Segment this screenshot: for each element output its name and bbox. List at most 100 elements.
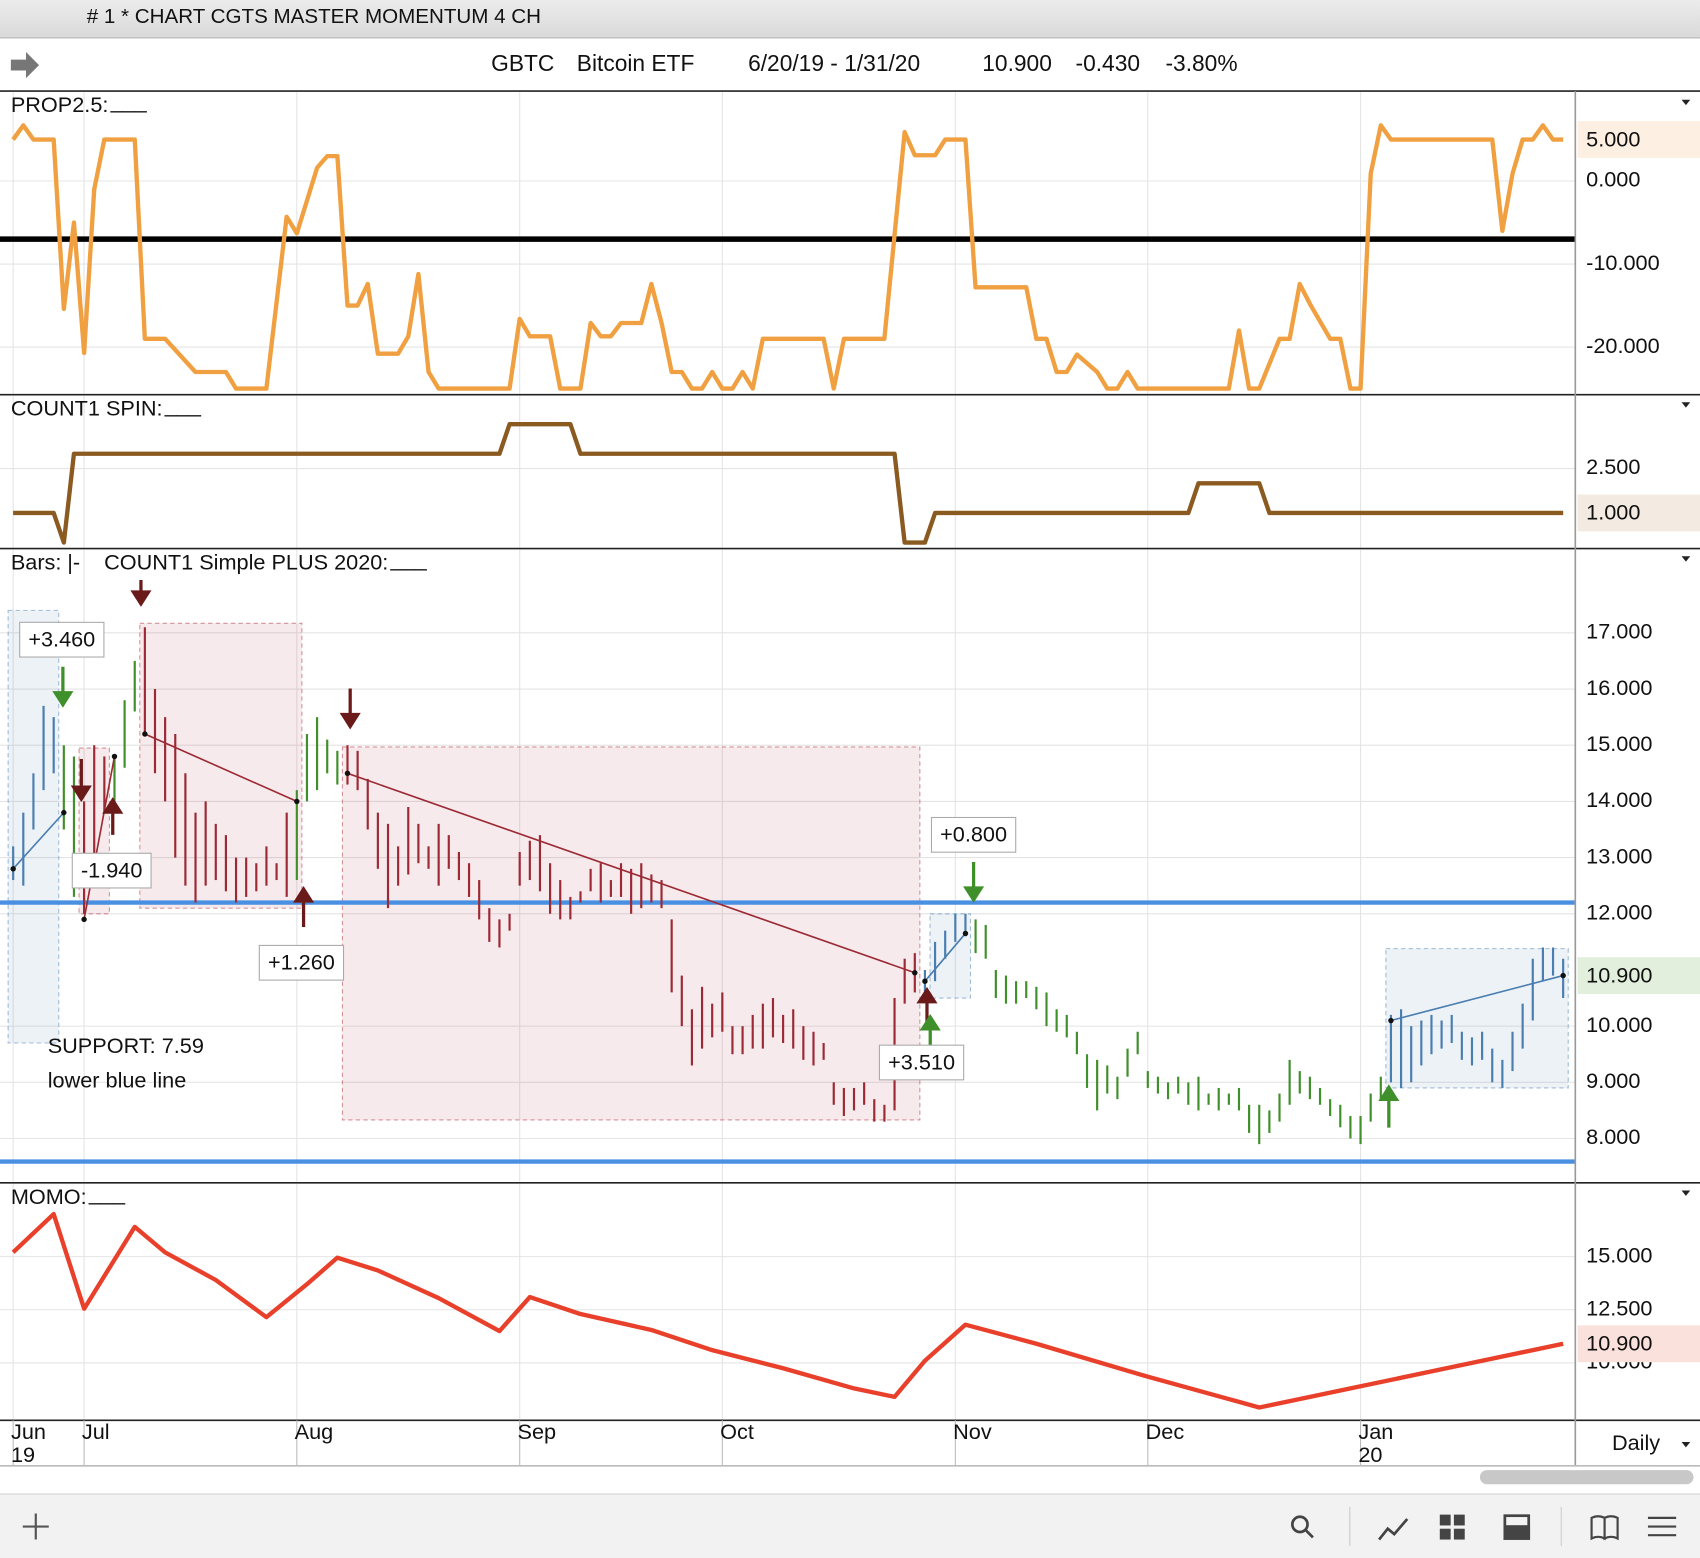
panel-title: PROP2.5:: [11, 92, 109, 117]
last-value-box: [1577, 494, 1700, 532]
signal-box: [1385, 948, 1569, 1089]
trend-point: [922, 978, 928, 984]
callout-box: [19, 621, 105, 658]
trend-point: [111, 753, 118, 760]
signal-arrow: [102, 797, 124, 835]
x-tick-sublabel: 20: [1358, 1442, 1382, 1467]
trend-point: [912, 970, 918, 976]
trend-point: [10, 866, 16, 872]
y-tick-label: 13.000: [1586, 843, 1652, 868]
callout-box: [878, 1044, 965, 1081]
x-tick-label: Jul: [82, 1419, 110, 1444]
trend-point: [1388, 1017, 1394, 1024]
y-tick-label: 8.000: [1586, 1124, 1640, 1149]
trend-point: [344, 770, 351, 777]
last-value-label: 1.000: [1586, 500, 1640, 525]
x-tick-label: Sep: [518, 1419, 557, 1444]
signal-arrow: [130, 580, 152, 607]
last-value-label: 10.900: [1586, 1331, 1652, 1356]
indicator-line: [11, 1211, 1564, 1410]
signal-arrow: [70, 758, 92, 803]
trend-line: [1390, 974, 1564, 1022]
panel-title: MOMO:: [11, 1184, 87, 1209]
y-tick-label: 0.000: [1586, 167, 1640, 192]
callout-label: -1.940: [81, 857, 142, 882]
trend-point: [962, 930, 969, 937]
symbol: GBTC: [491, 50, 554, 76]
indicator-line: [13, 421, 1564, 545]
symbol-name: Bitcoin ETF: [577, 50, 695, 76]
y-tick-label: 17.000: [1586, 619, 1652, 644]
callout-box: [71, 852, 152, 889]
y-tick-label: 15.000: [1586, 1242, 1652, 1267]
y-tick-label: -10.000: [1586, 250, 1660, 275]
y-tick-label: 10.000: [1586, 1012, 1652, 1037]
legend-marker: ___: [88, 1181, 126, 1206]
x-tick-label: Nov: [953, 1419, 992, 1444]
x-tick-label: Oct: [720, 1419, 754, 1444]
panel-menus[interactable]: [1681, 99, 1691, 1448]
trend-line: [144, 733, 298, 803]
y-tick-label: 15.000: [1586, 731, 1652, 756]
trend-line: [83, 756, 116, 920]
study-marker: ___: [390, 546, 428, 571]
x-tick-label: Jun: [11, 1419, 46, 1444]
date-range: 6/20/19 - 1/31/20: [748, 50, 920, 76]
panel-title: COUNT1 SPIN:: [11, 396, 163, 421]
y-tick-label: 9.000: [1586, 1068, 1640, 1093]
panels: 0.000 -10.000 -20.000 PROP2.5: ___ 5.000 2.500…: [0, 89, 1700, 1421]
panel: 0.000 -10.000 -20.000 PROP2.5: ___ 5.000: [0, 89, 1700, 394]
callout-label: +3.510: [888, 1049, 955, 1074]
plot-area: +3.460 -1.940 +1.260 +0.800 +3.510 SUPPORT: 7…: [0, 549, 1576, 1182]
toolbar: [0, 1494, 1700, 1558]
panel: 2.500 COUNT1 SPIN: ___ 1.000: [0, 392, 1700, 548]
y-tick-label: -20.000: [1586, 333, 1660, 358]
x-tick-label: Dec: [1146, 1419, 1185, 1444]
signal-arrow: [52, 666, 74, 708]
y-tick-label: 12.000: [1586, 900, 1652, 925]
scrollbar[interactable]: [1479, 1470, 1694, 1485]
y-tick-label: 2.500: [1586, 454, 1640, 479]
panel: +3.460 -1.940 +1.260 +0.800 +3.510 SUPPORT: 7…: [0, 546, 1700, 1182]
bar-style: |-: [67, 550, 80, 575]
x-tick-label: Jan: [1358, 1419, 1393, 1444]
x-tick-sublabel: 19: [11, 1442, 35, 1467]
plot-area: [0, 1183, 1576, 1421]
plot-area: [0, 92, 1576, 394]
trend-point: [81, 916, 87, 923]
signal-arrow: [1378, 1084, 1400, 1128]
last-value-box: [1577, 121, 1700, 158]
panel-borders: [0, 90, 1700, 1467]
note: SUPPORT: 7.59: [48, 1033, 204, 1058]
note: lower blue line: [48, 1068, 187, 1093]
trend-point: [294, 798, 300, 805]
last-value-box: [1577, 1325, 1700, 1363]
toolbar-icons[interactable]: [22, 1507, 1677, 1547]
panel-title: Bars:: [11, 550, 62, 575]
last-value-label: 10.900: [1586, 962, 1652, 987]
y-tick-label: 16.000: [1586, 675, 1652, 700]
title-bar: [0, 0, 1700, 38]
trend-line: [924, 932, 967, 982]
y-tick-label: 14.000: [1586, 787, 1652, 812]
signal-box: [341, 746, 921, 1121]
legend-marker: ___: [164, 392, 202, 417]
last-value-label: 5.000: [1586, 126, 1640, 151]
callout-box: [258, 944, 345, 981]
trend-point: [142, 731, 148, 737]
signal-arrow: [963, 861, 985, 903]
trend-line: [12, 812, 65, 870]
interval[interactable]: Daily: [1612, 1430, 1660, 1455]
window-title: # 1 * CHART CGTS MASTER MOMENTUM 4 CH: [87, 5, 541, 28]
callout-label: +1.260: [268, 950, 335, 975]
indicator-line: [11, 123, 1564, 391]
back-arrow[interactable]: [10, 52, 40, 79]
change: -0.430: [1076, 50, 1141, 76]
trend-point: [1560, 972, 1566, 979]
callout-label: +3.460: [28, 627, 95, 652]
y-tick-label: 12.500: [1586, 1296, 1652, 1321]
callout-label: +0.800: [940, 822, 1007, 847]
